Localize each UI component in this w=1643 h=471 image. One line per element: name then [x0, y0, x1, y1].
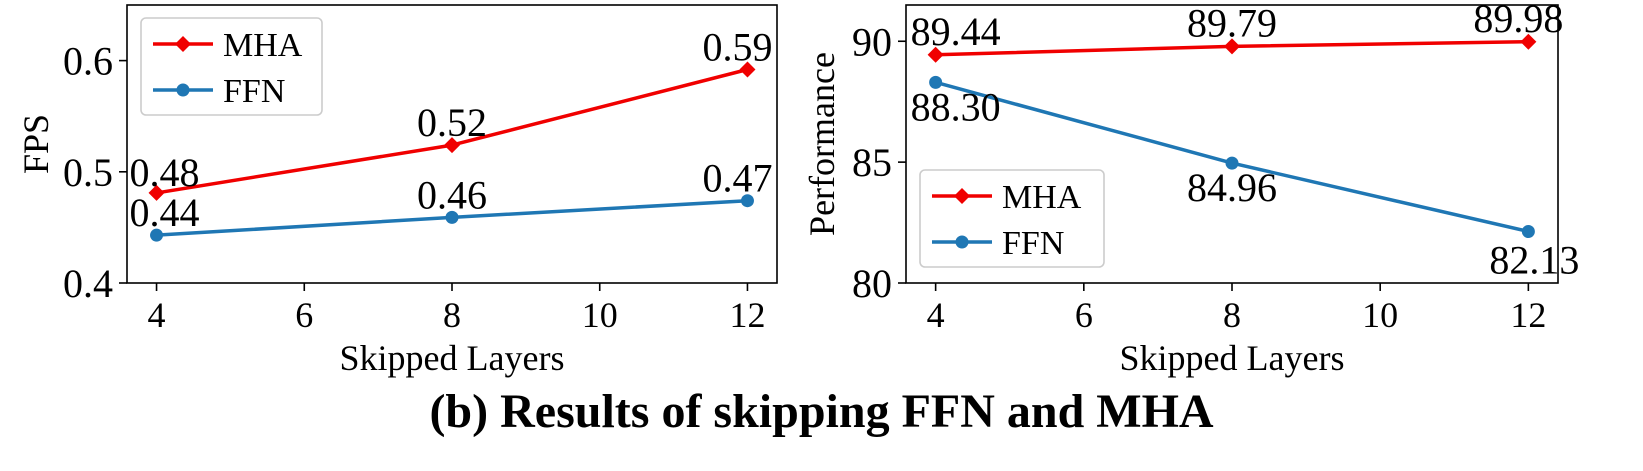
legend-marker-mha	[954, 188, 970, 204]
data-label: 89.79	[1187, 0, 1277, 45]
data-label: 0.44	[130, 190, 200, 235]
figure: 4 6 8 10 12 0.4 0.5 0.6 Skipped Layers FPS 0.48 0.5…	[16, 0, 1579, 378]
data-point-mha	[1224, 38, 1240, 55]
y-tick-label: 80	[852, 261, 892, 306]
legend-label-ffn: FFN	[1002, 225, 1064, 262]
x-tick-label: 10	[1362, 295, 1398, 335]
figure-caption: (b) Results of skipping FFN and MHA	[429, 385, 1214, 438]
data-label: 84.96	[1187, 165, 1277, 210]
x-tick-label: 12	[729, 295, 765, 335]
data-label: 0.59	[702, 24, 772, 69]
x-tick-label: 6	[295, 295, 313, 335]
legend: MHA FFN	[919, 169, 1105, 268]
x-tick-label: 10	[582, 295, 618, 335]
data-label: 82.13	[1489, 238, 1579, 283]
data-label: 89.98	[1473, 0, 1563, 41]
y-tick-label: 0.4	[63, 261, 113, 306]
chart-performance: 4 6 8 10 12 80 85 90 Skipped Layers Performance 89…	[802, 0, 1579, 378]
x-tick-label: 8	[443, 295, 461, 335]
data-point-mha	[1520, 33, 1537, 50]
data-label: 0.46	[417, 172, 487, 217]
x-tick-label: 4	[927, 295, 945, 335]
legend-marker-mha	[175, 36, 191, 52]
data-point-ffn	[740, 194, 754, 208]
y-tick-label: 0.6	[63, 39, 113, 84]
data-point-ffn	[929, 75, 943, 89]
data-point-mha	[444, 137, 460, 154]
series-mha: 0.48 0.52 0.59	[130, 24, 772, 201]
data-label: 0.48	[130, 150, 200, 195]
y-axis-label: FPS	[16, 114, 56, 174]
legend-label-mha: MHA	[223, 27, 303, 64]
series-ffn: 88.30 84.96 82.13	[911, 75, 1579, 283]
x-tick-label: 12	[1510, 295, 1546, 335]
y-tick-label: 85	[852, 140, 892, 185]
data-point-ffn	[445, 210, 459, 224]
legend-label-ffn: FFN	[223, 73, 285, 110]
x-tick-label: 6	[1075, 295, 1093, 335]
data-point-ffn	[150, 228, 164, 242]
x-axis-label: Skipped Layers	[340, 338, 565, 378]
data-label: 0.52	[417, 100, 487, 145]
y-tick-label: 90	[852, 19, 892, 64]
data-point-ffn	[1225, 156, 1239, 170]
legend-label-mha: MHA	[1002, 179, 1082, 216]
x-tick-label: 8	[1223, 295, 1241, 335]
data-label: 0.47	[702, 156, 772, 201]
series-ffn: 0.44 0.46 0.47	[130, 156, 772, 242]
data-label: 89.44	[911, 9, 1001, 54]
y-tick-label: 0.5	[63, 150, 113, 195]
data-point-ffn	[1521, 225, 1535, 239]
data-label: 88.30	[911, 84, 1001, 129]
legend-marker-ffn	[955, 235, 969, 249]
legend: MHA FFN	[140, 17, 323, 116]
data-point-mha	[927, 46, 944, 63]
y-axis-label: Performance	[802, 52, 842, 236]
data-point-mha	[148, 184, 165, 201]
x-tick-label: 4	[148, 295, 166, 335]
data-point-mha	[739, 61, 756, 78]
x-axis-label: Skipped Layers	[1120, 338, 1345, 378]
chart-fps: 4 6 8 10 12 0.4 0.5 0.6 Skipped Layers FPS 0.48 0.5…	[16, 4, 778, 378]
series-mha: 89.44 89.79 89.98	[911, 0, 1563, 63]
legend-marker-ffn	[176, 83, 190, 97]
